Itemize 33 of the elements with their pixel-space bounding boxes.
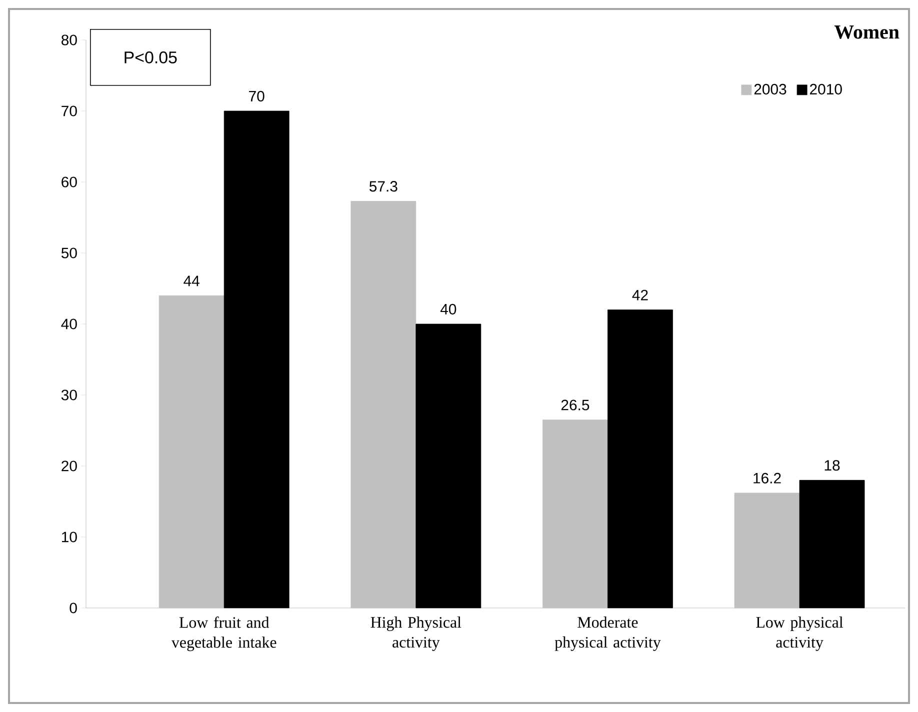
bar (350, 200, 416, 608)
x-tick-label: Moderate physical activity (554, 616, 661, 651)
y-tick-label: 0 (70, 602, 77, 614)
y-tick-label: 30 (61, 390, 77, 400)
legend-label: 2010 (810, 84, 842, 95)
bar (734, 492, 800, 608)
data-label: 40 (440, 304, 456, 314)
bar (542, 420, 608, 608)
y-tick-label: 10 (62, 532, 77, 542)
text: Women (834, 26, 900, 39)
bar (799, 480, 865, 608)
bar (158, 295, 224, 608)
data-label: 44 (184, 276, 200, 286)
data-label: 57.3 (369, 181, 398, 192)
bar (224, 110, 290, 608)
data-label: 42 (632, 290, 648, 300)
data-label: 18 (824, 460, 840, 471)
x-tick-label: High Physical activity (370, 616, 462, 651)
data-label: 26.5 (561, 400, 590, 410)
data-label: 16.2 (754, 472, 781, 484)
y-tick-label: 80 (62, 34, 77, 46)
bar (608, 310, 673, 608)
bar (416, 324, 482, 608)
y-tick-label: 70 (62, 106, 77, 116)
x-tick-label: Low fruit and vegetable intake (171, 616, 276, 652)
annotation: P<0.05 (124, 51, 177, 64)
x-tick-label: Low physical activity (756, 616, 844, 651)
legend-label: 2003 (754, 84, 786, 95)
data-label: 70 (249, 90, 264, 102)
y-tick-label: 40 (61, 318, 77, 330)
y-tick-label: 20 (62, 460, 77, 472)
y-tick-label: 50 (61, 248, 77, 258)
y-tick-label: 60 (62, 176, 77, 188)
